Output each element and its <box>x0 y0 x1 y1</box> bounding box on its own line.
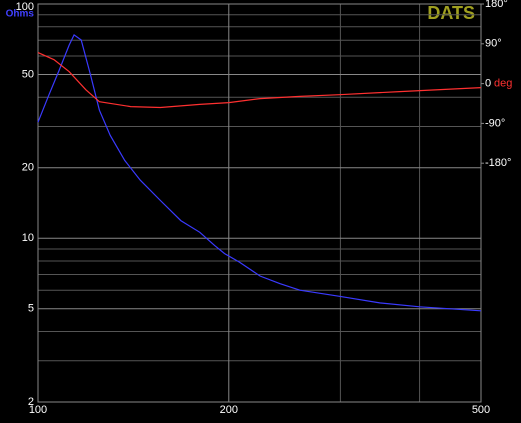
y2-tick-label: 180° <box>485 0 508 10</box>
y-tick-label: 20 <box>22 162 34 174</box>
y2-tick-label: 90° <box>485 38 502 50</box>
series-line <box>37 33 482 312</box>
series-line <box>37 52 482 109</box>
y-tick-label: 100 <box>16 1 34 13</box>
plot-frame <box>37 3 482 403</box>
y-tick-label: 2 <box>28 396 34 408</box>
y-tick-label: 5 <box>28 303 34 315</box>
x-tick-label: 500 <box>472 404 490 416</box>
y2-tick-label: -90° <box>485 117 505 129</box>
x-tick-label: 200 <box>220 404 238 416</box>
y2-tick-label: -180° <box>485 157 511 169</box>
y-axis-label: Ohms <box>6 9 35 20</box>
y-tick-label: 50 <box>22 68 34 80</box>
chart-title: DATS <box>427 3 475 23</box>
x-tick-label: 100 <box>29 404 47 416</box>
y-tick-label: 10 <box>22 232 34 244</box>
y2-axis-label: deg <box>494 78 512 90</box>
y2-tick-label: 0 <box>485 78 491 90</box>
